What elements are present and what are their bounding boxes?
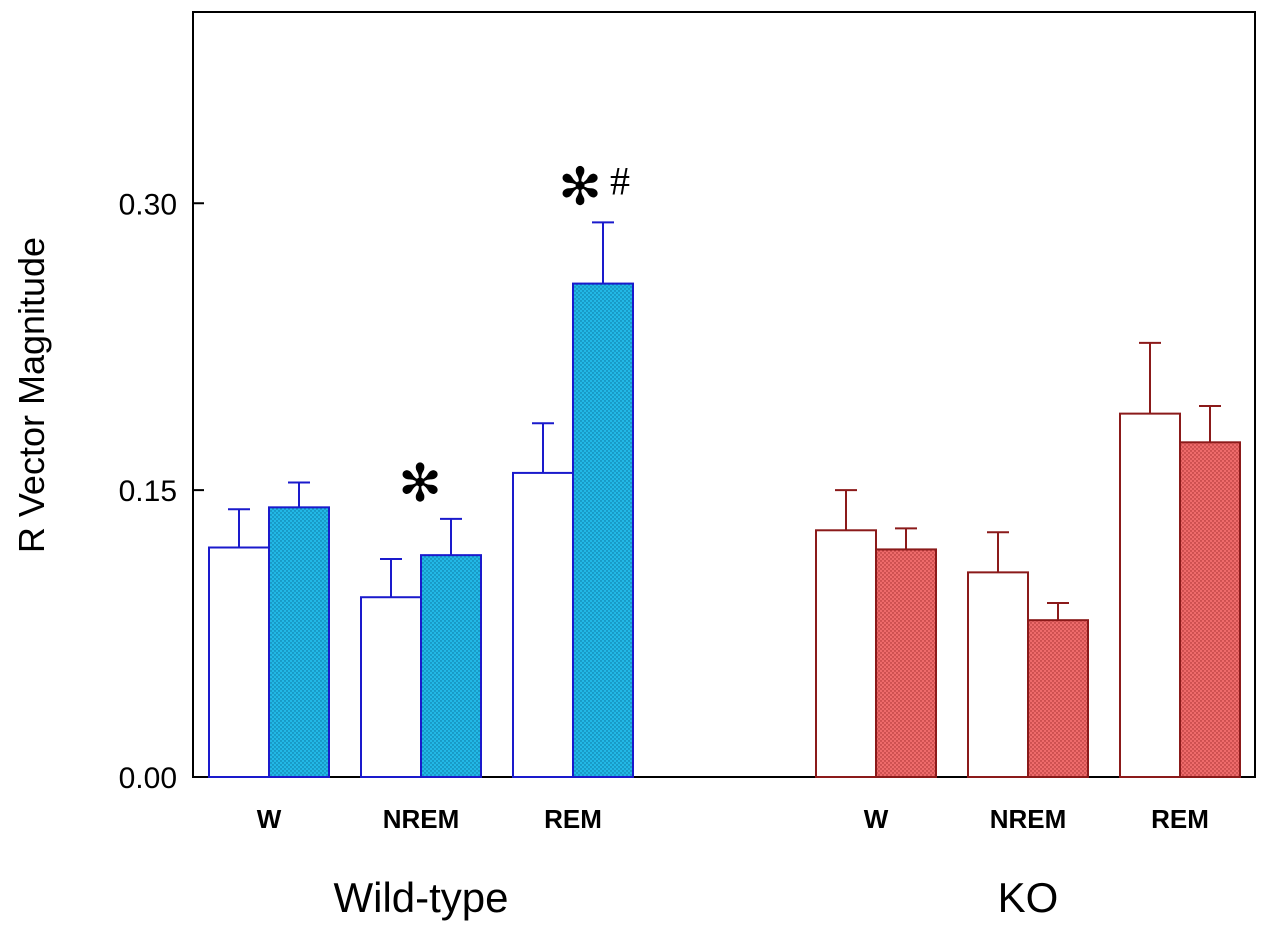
bar-ko-nrem-open: [967, 571, 1029, 778]
category-label: W: [864, 804, 889, 834]
group-label-wild-type: Wild-type: [333, 874, 508, 921]
y-tick-label: 0.30: [119, 188, 177, 221]
bar-wild-type-rem-filled: [572, 282, 634, 778]
bar-wild-type-nrem-filled: [420, 554, 482, 779]
significance-markers: ✻✻ #: [398, 157, 630, 513]
bar-wild-type-nrem-open: [360, 596, 422, 778]
y-axis-ticks: 0.00 0.15 0.30: [119, 188, 204, 795]
category-labels: W NREM REM W NREM REM: [257, 804, 1209, 834]
error-bars: [228, 221, 1221, 621]
category-label: REM: [1151, 804, 1209, 834]
bar-ko-rem-filled: [1179, 441, 1241, 778]
bar-series: [208, 282, 1241, 779]
bar-wild-type-rem-open: [512, 471, 574, 778]
category-label: W: [257, 804, 282, 834]
category-label: NREM: [990, 804, 1067, 834]
bar-ko-w-filled: [875, 548, 937, 778]
bar-wild-type-w-open: [208, 546, 270, 778]
bar-ko-nrem-filled: [1027, 619, 1089, 778]
bar-wild-type-w-filled: [268, 506, 330, 778]
significance-star: ✻: [558, 157, 602, 217]
bar-ko-rem-open: [1119, 412, 1181, 778]
group-label-ko: KO: [998, 874, 1059, 921]
y-tick-label: 0.15: [119, 475, 177, 508]
y-axis-label: R Vector Magnitude: [11, 237, 52, 553]
category-label: REM: [544, 804, 602, 834]
plot-frame: [192, 11, 1256, 778]
y-tick-label: 0.00: [119, 762, 177, 795]
significance-hash: #: [610, 158, 630, 203]
group-labels: Wild-type KO: [333, 874, 1058, 921]
significance-star: ✻: [398, 454, 442, 514]
bar-ko-w-open: [815, 529, 877, 778]
category-label: NREM: [383, 804, 460, 834]
